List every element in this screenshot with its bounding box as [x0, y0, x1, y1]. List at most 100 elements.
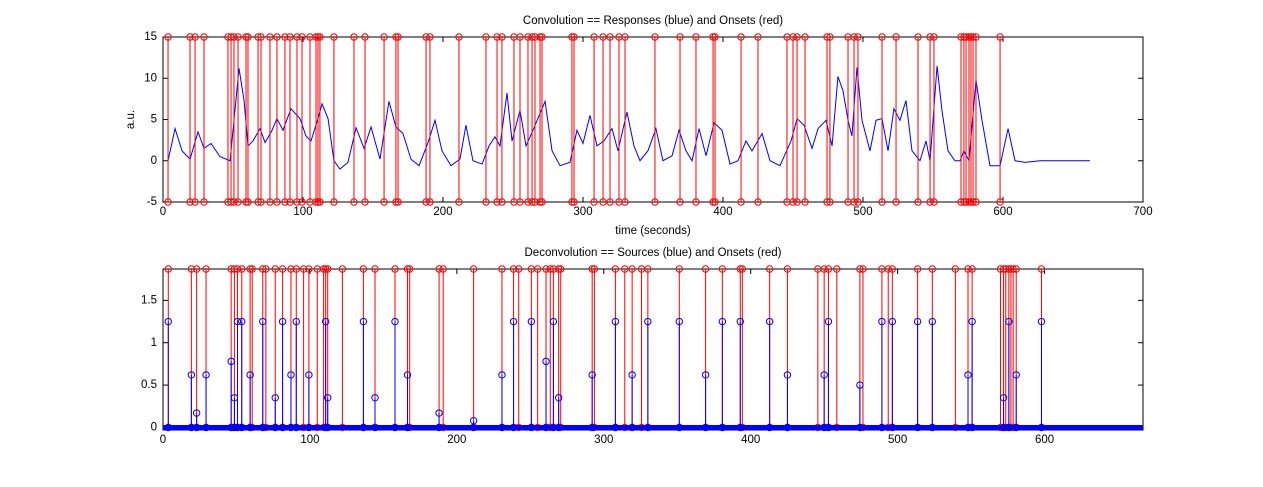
stem-base-marker [192, 423, 201, 432]
stem-base-marker [965, 198, 973, 206]
stem-base-marker [590, 198, 598, 206]
stem-base-marker [709, 198, 717, 206]
stem-marker [549, 317, 558, 326]
stem-marker [554, 394, 563, 402]
stem-base-marker [186, 198, 194, 206]
stem-marker [293, 33, 301, 41]
stem-base-marker [524, 198, 532, 206]
stem-base-marker [371, 423, 379, 432]
stem-base-marker [737, 198, 745, 206]
stem-base-marker [549, 423, 558, 432]
stem-base-marker [536, 198, 544, 206]
stem-marker [405, 265, 414, 273]
stem-base-marker [233, 423, 242, 432]
stem-base-marker [278, 423, 287, 432]
stem-marker [516, 33, 524, 41]
stem-marker [736, 317, 744, 326]
x-tick-label: 100 [300, 434, 319, 446]
stem-base-marker [999, 423, 1008, 432]
stem-marker [718, 265, 727, 273]
y-tick-label: 1 [151, 337, 157, 349]
stem-base-marker [599, 198, 607, 206]
stem-base-marker [498, 198, 506, 206]
y-tick-label: 5 [151, 114, 157, 126]
stem-base-marker [588, 423, 596, 432]
stem-marker [542, 357, 550, 366]
stem-marker [557, 265, 565, 273]
stem-base-marker [493, 198, 501, 206]
stem-marker [964, 265, 972, 273]
stem-marker [305, 371, 313, 379]
y-axis-label: a.u. [125, 110, 137, 129]
stem-marker [392, 33, 400, 41]
stem-marker [967, 33, 975, 41]
stem-marker [754, 33, 762, 41]
y-tick-label: 10 [144, 72, 157, 84]
stem-marker [859, 265, 867, 273]
stem-marker [854, 33, 862, 41]
axes-box [162, 36, 1144, 203]
stem-base-marker [711, 198, 719, 206]
stem-marker [531, 33, 539, 41]
stem-marker [999, 394, 1008, 402]
axes-title: Convolution == Responses (blue) and Onse… [523, 15, 783, 27]
stem-base-marker [783, 423, 792, 432]
stem-marker [783, 371, 792, 379]
stem-marker [359, 265, 368, 273]
x-tick-label: 100 [293, 206, 312, 218]
stem-marker [1037, 317, 1046, 326]
stem-marker [321, 317, 330, 326]
stem-base-marker [930, 198, 938, 206]
stem-base-marker [259, 423, 267, 432]
stem-marker [233, 317, 242, 326]
stem-marker [824, 317, 833, 326]
stem-marker [391, 317, 399, 326]
stem-marker [888, 265, 897, 273]
stem-marker [248, 265, 256, 273]
stem-marker [765, 317, 774, 326]
stem-marker [262, 265, 270, 273]
stem-marker [1007, 265, 1015, 273]
stem-marker [1037, 265, 1046, 273]
x-tick-label: 200 [447, 434, 466, 446]
stem-marker [187, 371, 196, 379]
stem-base-marker [293, 198, 301, 206]
stem-marker [238, 265, 246, 273]
stem-base-marker [826, 198, 834, 206]
stem-marker [692, 33, 700, 41]
stem-marker [951, 265, 960, 273]
stem-marker [972, 33, 980, 41]
stem-base-marker [928, 423, 937, 432]
stem-marker [292, 265, 300, 273]
stem-base-marker [469, 423, 478, 432]
x-tick-label: 500 [888, 434, 907, 446]
stem-marker [298, 33, 306, 41]
stem-base-marker [312, 198, 320, 206]
stem-marker [644, 265, 652, 273]
stem-base-marker [606, 198, 614, 206]
stem-marker [926, 33, 934, 41]
stem-marker [498, 33, 506, 41]
stem-marker [820, 265, 828, 273]
stem-base-marker [736, 423, 744, 432]
stem-marker [455, 33, 463, 41]
stem-marker [227, 357, 235, 366]
x-tick-label: 700 [1133, 206, 1152, 218]
stem-marker [711, 33, 719, 41]
x-axis-label: time (seconds) [615, 225, 691, 237]
stem-marker [403, 265, 412, 273]
stem-marker [527, 317, 536, 326]
stem-marker [913, 317, 922, 326]
stem-base-marker [234, 198, 242, 206]
stem-marker [738, 265, 747, 273]
stem-marker [960, 33, 968, 41]
stem-base-marker [403, 423, 412, 432]
stem-marker [968, 317, 976, 326]
stem-base-marker [824, 423, 833, 432]
stem-marker [524, 33, 532, 41]
stem-marker [192, 265, 201, 273]
stem-marker [422, 33, 430, 41]
stem-base-marker [801, 198, 809, 206]
stem-marker [259, 317, 267, 326]
stem-marker [439, 265, 447, 273]
